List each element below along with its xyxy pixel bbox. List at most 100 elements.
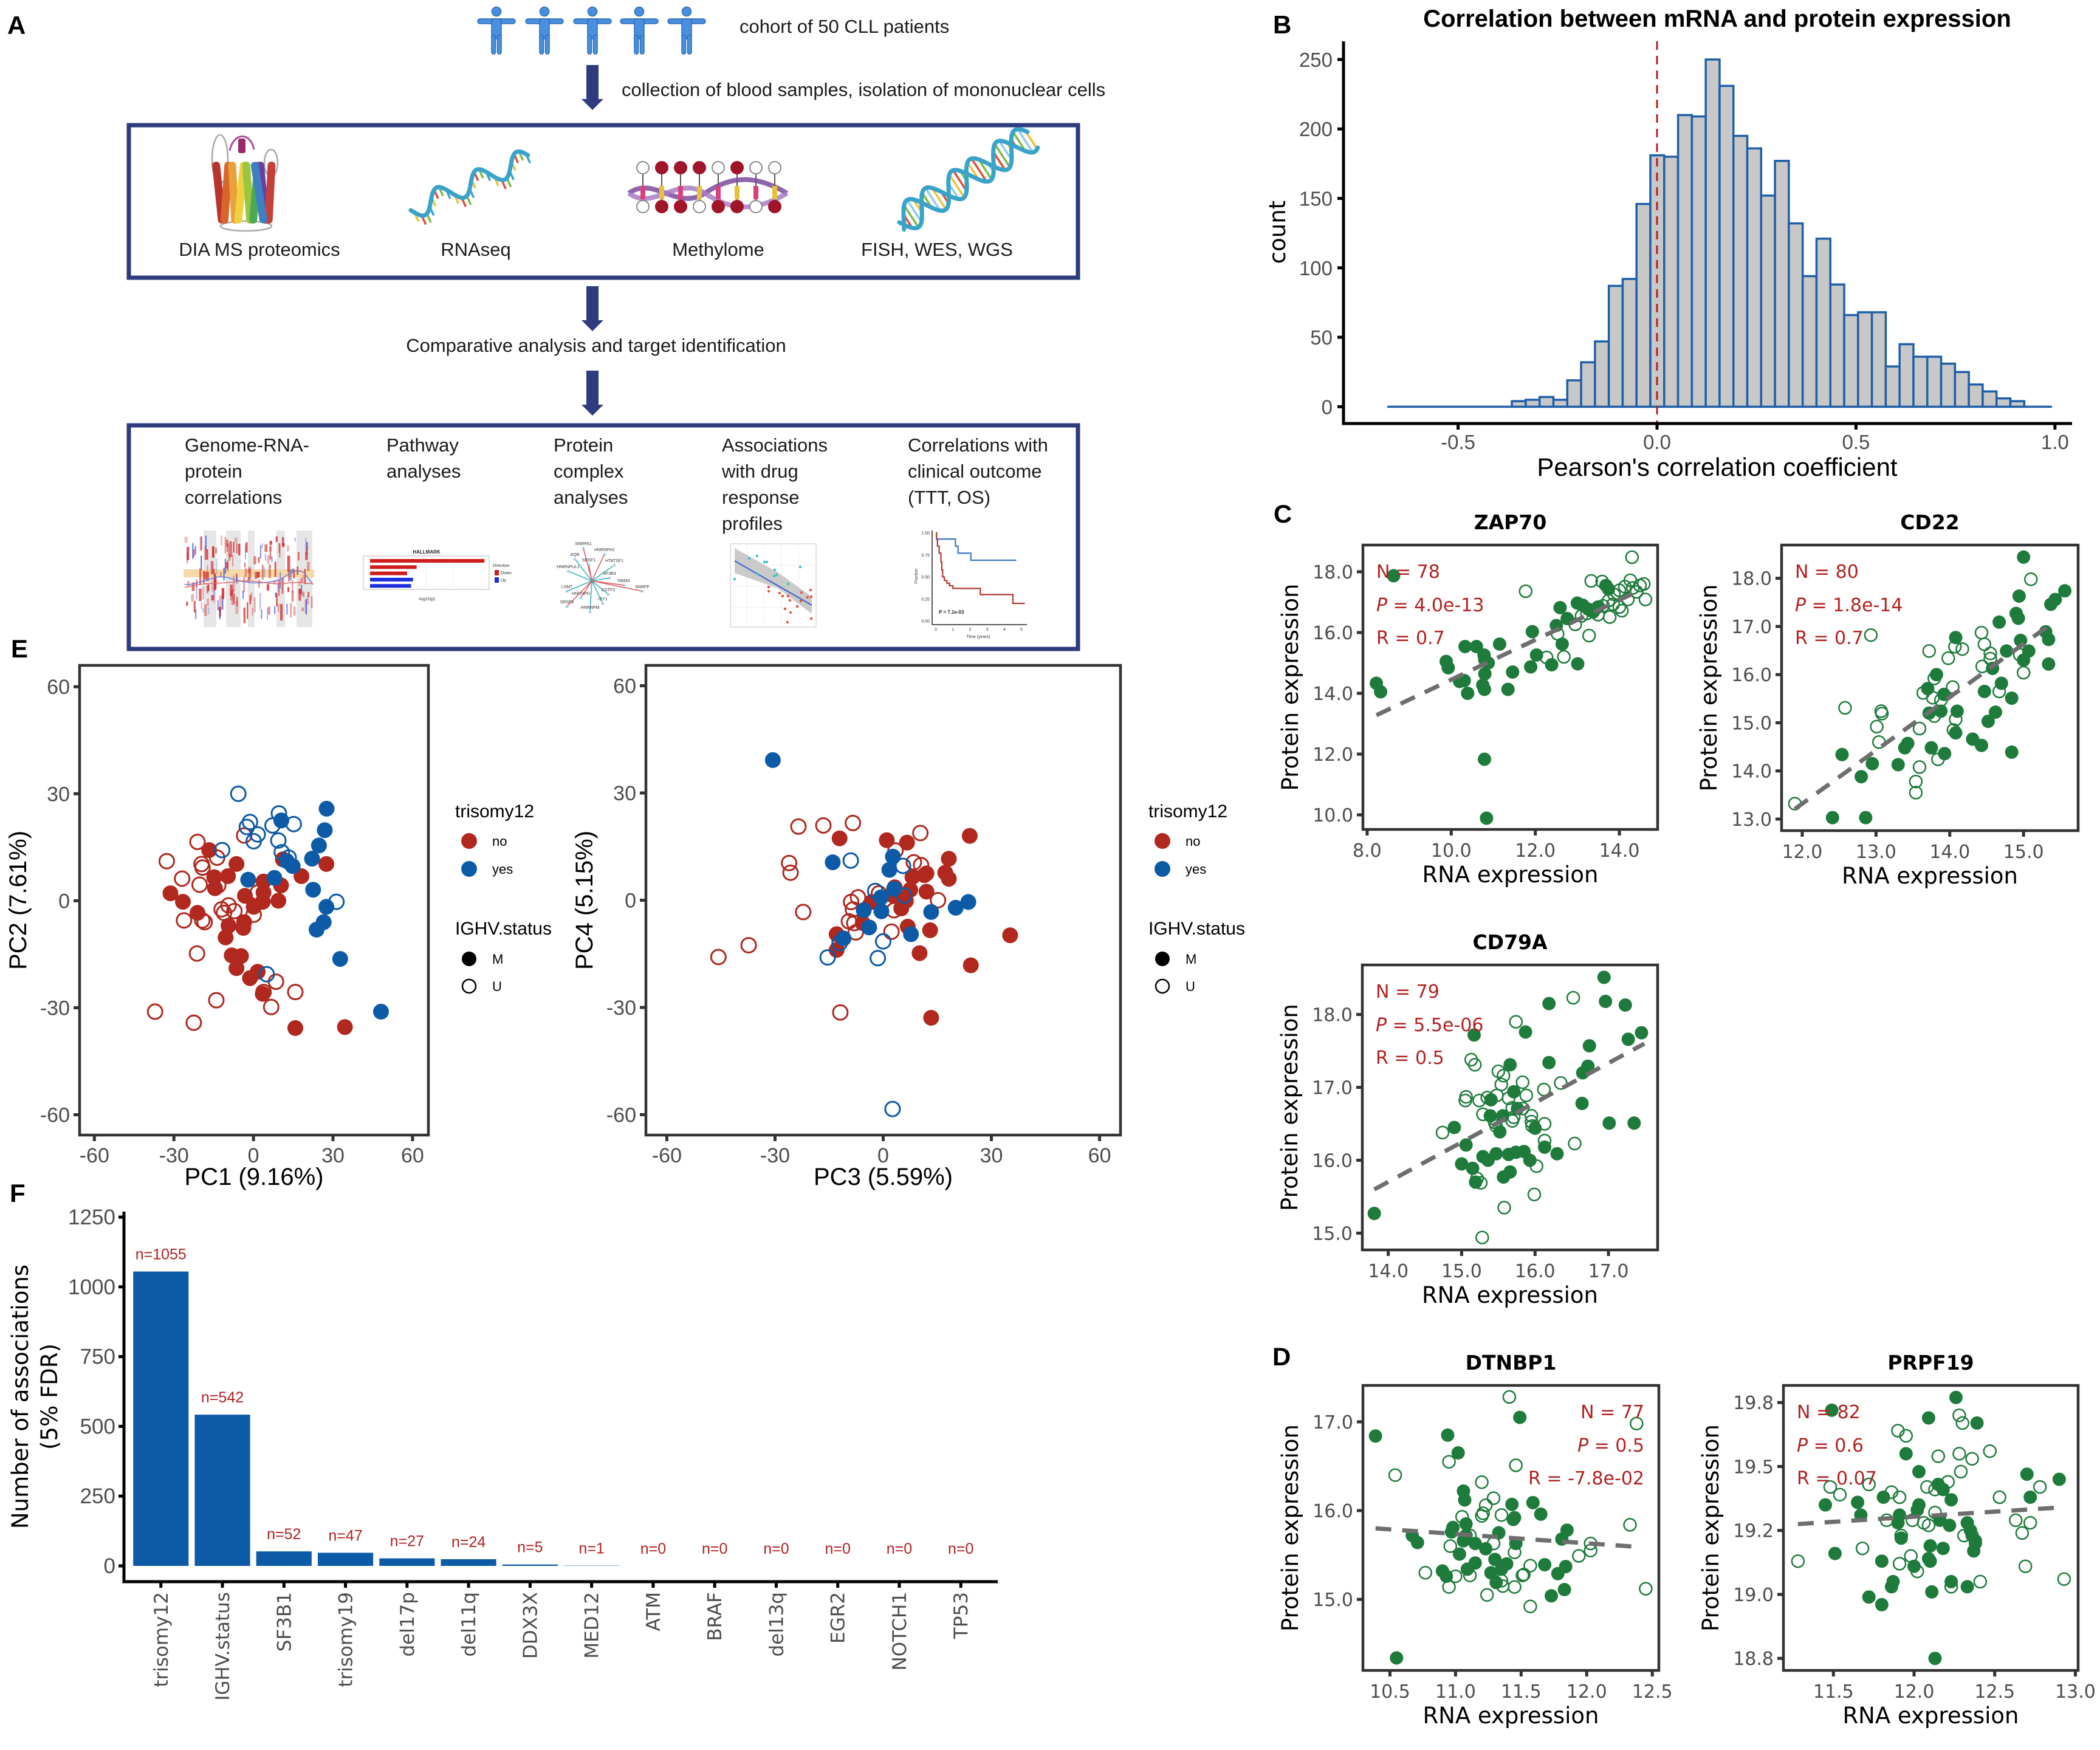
point-trisomy12-no-ighv-u — [883, 923, 900, 940]
histogram-bar — [1732, 134, 1749, 408]
point-filled — [2000, 644, 2014, 658]
heatmap-mark — [252, 608, 253, 616]
heatmap-mark — [271, 556, 273, 563]
chart-scatter-zap70: ZAP70 N = 78 P = 4.0e-13 R = 0.7 10.0 12.0 14.… — [1277, 510, 1659, 888]
y-axis-title: count — [1264, 201, 1291, 264]
y-tick-label: 1000 — [68, 1275, 115, 1299]
network-hub-node — [590, 579, 594, 583]
network-edge — [566, 580, 592, 592]
histogram-bar — [1676, 114, 1693, 408]
point-filled — [1970, 1416, 1984, 1430]
point-open — [1519, 1088, 1534, 1102]
person-icon — [525, 6, 564, 55]
point-open — [1467, 1058, 1482, 1072]
point-open — [1639, 1582, 1653, 1596]
chart-title: Correlation between mRNA and protein exp… — [1423, 5, 2011, 32]
methylated-cpg — [674, 200, 687, 213]
point-open — [1931, 1449, 1946, 1463]
data-types-box — [126, 123, 1080, 280]
annotation-n: N = 82 — [1797, 1402, 1861, 1423]
point-filled — [1851, 1495, 1865, 1509]
point-open — [1418, 1566, 1433, 1580]
data-type-proteomics: DIA MS proteomics — [179, 239, 340, 260]
heatmap-mark — [253, 556, 256, 564]
point-trisomy12-no-ighv-m — [879, 832, 895, 848]
point-trisomy12-yes-ighv-u — [258, 966, 275, 983]
heatmap-mark — [227, 560, 229, 572]
bar-del17p — [379, 1558, 435, 1566]
point-open — [1975, 659, 1989, 673]
bar-count-label: n=0 — [763, 1540, 789, 1557]
network-edge — [591, 580, 609, 595]
point-open — [1864, 628, 1878, 642]
x-category-label: NOTCH1 — [889, 1592, 911, 1670]
point-open — [1518, 584, 1533, 599]
network-edge — [588, 564, 592, 582]
heatmap-mark — [187, 580, 190, 586]
helix-base-pair — [948, 174, 966, 198]
chart-title: CD22 — [1900, 510, 1960, 534]
heatmap-mark — [199, 536, 202, 551]
heatmap-mark — [203, 571, 205, 583]
drug-point — [775, 573, 778, 577]
point-filled — [1912, 1464, 1926, 1478]
point-filled — [1924, 741, 1938, 755]
point-filled — [1507, 1085, 1521, 1099]
x-category-label: del13q — [766, 1592, 787, 1657]
y-tick-label: 30 — [47, 783, 70, 806]
heatmap-mark — [287, 587, 289, 592]
point-open — [1926, 690, 1940, 705]
point-trisomy12-no-ighv-u — [832, 1004, 849, 1021]
heatmap-mark — [215, 547, 217, 554]
base-mark — [640, 186, 645, 199]
heatmap-mark — [281, 578, 284, 594]
x-category-label: EGR2 — [828, 1592, 849, 1644]
heatmap-mark — [266, 584, 269, 591]
analysis-heading-line: profiles — [722, 513, 783, 534]
point-open — [1952, 1409, 1966, 1422]
point-filled — [1960, 1580, 1974, 1594]
heatmap-mark — [230, 585, 233, 596]
histogram-bar — [1746, 147, 1763, 408]
cohort-label: cohort of 50 CLL patients — [739, 16, 949, 37]
pathway-legend-up: Up — [501, 578, 506, 583]
person-torso — [539, 18, 550, 39]
heatmap-mark — [201, 555, 202, 570]
analysis-heading-line: correlations — [185, 487, 282, 508]
point-trisomy12-no-ighv-u — [146, 1003, 163, 1020]
histogram-bar — [1968, 383, 1984, 408]
point-trisomy12-no-ighv-u — [188, 945, 205, 962]
point-filled — [1875, 1554, 1889, 1568]
heatmap-mark — [267, 555, 270, 564]
data-points — [146, 785, 389, 1036]
heatmap-mark — [290, 569, 292, 580]
point-trisomy12-no-ighv-u — [196, 914, 213, 931]
y-tick-label: 10.0 — [1312, 805, 1353, 826]
y-tick-label: 14.0 — [1731, 761, 1772, 783]
x-tick-label: 15.0 — [1441, 1261, 1482, 1282]
heatmap-mark — [233, 594, 235, 604]
y-axis-title-line: (5% FDR) — [36, 1343, 63, 1450]
network-gene-label: SRSF1 — [582, 558, 596, 563]
point-filled — [1524, 660, 1538, 674]
point-filled — [1582, 1039, 1596, 1053]
y-tick-label: 0 — [104, 1554, 115, 1578]
heatmap-mark — [276, 593, 278, 607]
drug-point — [765, 560, 769, 564]
annotation-r: R = 0.07 — [1797, 1468, 1877, 1489]
base-mark — [678, 186, 683, 199]
point-open — [1584, 1543, 1597, 1558]
point-trisomy12-no-ighv-m — [255, 894, 271, 910]
analysis-heading-line: Correlations with — [908, 434, 1048, 456]
point-open — [2015, 1526, 2030, 1540]
heatmap-mark — [205, 535, 207, 551]
heatmap-mark — [235, 600, 239, 614]
point-filled — [1597, 970, 1611, 984]
point-open — [1855, 1541, 1870, 1556]
point-open — [1494, 1574, 1509, 1588]
x-tick-label: 0.0 — [1643, 431, 1671, 453]
point-trisomy12-no-ighv-u — [790, 818, 807, 835]
heatmap-mark — [205, 549, 208, 560]
point-open — [1630, 585, 1644, 599]
helix-base-pair — [978, 159, 993, 180]
